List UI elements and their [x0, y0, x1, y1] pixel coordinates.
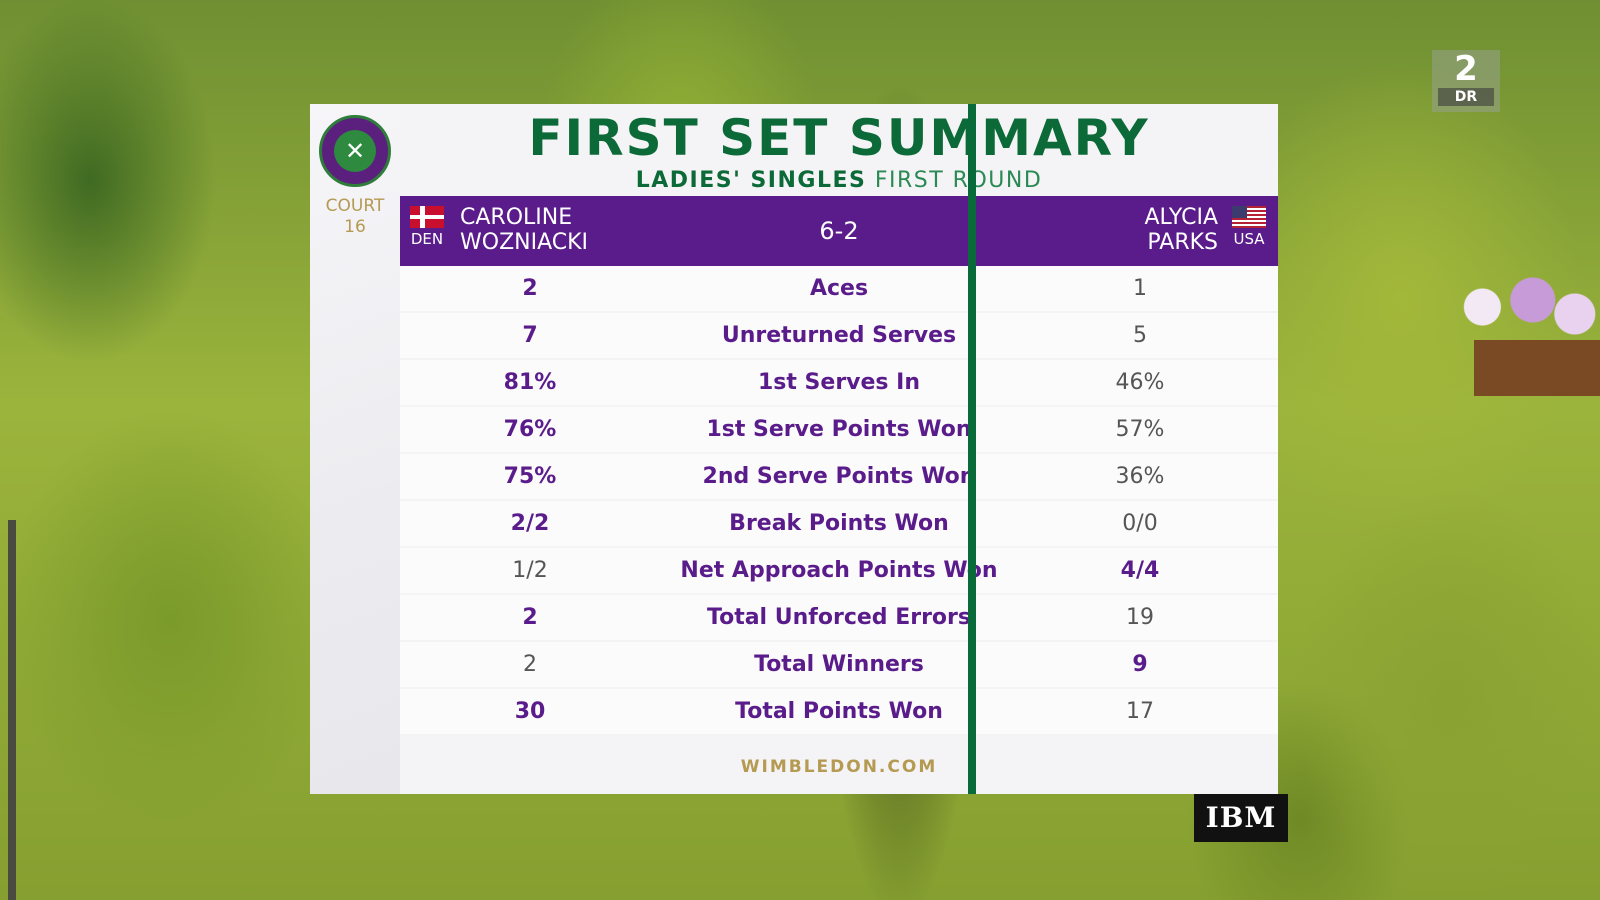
- stat-player1-value: 81%: [503, 370, 557, 395]
- stat-player2-value: 57%: [1115, 417, 1165, 442]
- stat-row: 76% 1st Serve Points Won 57%: [400, 407, 1278, 452]
- denmark-flag-icon: [410, 206, 444, 228]
- stat-row: 81% 1st Serves In 46%: [400, 360, 1278, 405]
- stat-player1-value: 2: [522, 605, 538, 630]
- stat-player1-value: 2: [523, 652, 537, 677]
- player2-country: USA: [1233, 230, 1265, 248]
- player2-name: ALYCIA PARKS: [1144, 205, 1218, 255]
- court-text: COURT: [325, 196, 385, 216]
- stat-label: 2nd Serve Points Won: [702, 464, 976, 489]
- stat-player1-value: 76%: [503, 417, 557, 442]
- player1-last-name: WOZNIACKI: [460, 230, 589, 255]
- subtitle-round: FIRST ROUND: [874, 168, 1043, 193]
- stat-player1-value: 30: [514, 699, 546, 724]
- player2-flag-group: USA: [1232, 206, 1266, 248]
- stat-label: Net Approach Points Won: [680, 558, 998, 583]
- stat-player1-value: 1/2: [512, 558, 548, 583]
- court-number: 16: [344, 217, 366, 237]
- stat-player1-value: 7: [522, 323, 538, 348]
- crossed-rackets-icon: ✕: [344, 137, 366, 165]
- stat-row: 2/2 Break Points Won 0/0: [400, 501, 1278, 546]
- stat-label: Break Points Won: [729, 511, 949, 536]
- stats-panel: ✕ COURT 16 FIRST SET SUMMARY LADIES' SIN…: [310, 104, 1278, 794]
- background-flowers: [1432, 272, 1600, 342]
- stat-player1-value: 2: [522, 276, 538, 301]
- stats-table: 2 Aces 1 7 Unreturned Serves 5 81% 1st S…: [400, 266, 1278, 736]
- panel-left-column: ✕ COURT 16: [310, 104, 400, 794]
- stat-row: 30 Total Points Won 17: [400, 689, 1278, 734]
- stat-row: 2 Aces 1: [400, 266, 1278, 311]
- stat-label: Unreturned Serves: [721, 323, 957, 348]
- player1-name: CAROLINE WOZNIACKI: [460, 205, 588, 255]
- stat-row: 2 Total Unforced Errors 19: [400, 595, 1278, 640]
- stat-row: 2 Total Winners 9: [400, 642, 1278, 687]
- title-block: FIRST SET SUMMARY LADIES' SINGLES FIRST …: [400, 104, 1278, 196]
- stat-player2-value: 1: [1133, 276, 1147, 301]
- channel-number: 2: [1454, 49, 1478, 89]
- usa-flag-icon: [1232, 206, 1266, 228]
- player2-first-name: ALYCIA: [1144, 205, 1218, 230]
- stat-label: 1st Serve Points Won: [706, 417, 972, 442]
- stat-player2-value: 36%: [1115, 464, 1165, 489]
- stat-label: Total Winners: [754, 652, 924, 677]
- stat-label: Total Points Won: [735, 699, 943, 724]
- background-flower-box: [1474, 340, 1600, 396]
- set-score: 6-2: [819, 217, 859, 245]
- players-bar: DEN CAROLINE WOZNIACKI 6-2 ALYCIA PARKS …: [400, 196, 1278, 266]
- stat-player2-value: 4/4: [1120, 558, 1160, 583]
- panel-green-strip: [968, 104, 976, 794]
- player1-first-name: CAROLINE: [460, 205, 573, 230]
- stat-label: Aces: [809, 276, 869, 301]
- logo-emblem: ✕: [334, 130, 376, 172]
- sponsor-logo: IBM: [1194, 794, 1288, 842]
- stat-player2-value: 17: [1126, 699, 1154, 724]
- channel-name: DR: [1438, 88, 1494, 106]
- stat-player2-value: 0/0: [1122, 511, 1158, 536]
- stat-player2-value: 9: [1132, 652, 1148, 677]
- stat-row: 75% 2nd Serve Points Won 36%: [400, 454, 1278, 499]
- footer-website: WIMBLEDON.COM: [740, 757, 938, 777]
- subtitle-event: LADIES' SINGLES: [635, 168, 867, 193]
- stat-player2-value: 19: [1126, 605, 1154, 630]
- stat-label: 1st Serves In: [757, 370, 921, 395]
- background-pole: [8, 520, 16, 900]
- player1-country: DEN: [410, 230, 444, 248]
- player1-flag-group: DEN: [410, 206, 444, 248]
- stat-player2-value: 5: [1133, 323, 1147, 348]
- court-label: COURT 16: [310, 196, 400, 238]
- stat-player2-value: 46%: [1115, 370, 1165, 395]
- subtitle: LADIES' SINGLES FIRST ROUND: [400, 168, 1278, 194]
- wimbledon-logo: ✕: [319, 115, 391, 187]
- stat-row: 7 Unreturned Serves 5: [400, 313, 1278, 358]
- stat-player1-value: 2/2: [510, 511, 550, 536]
- channel-logo: 2 DR: [1432, 50, 1500, 112]
- page-title: FIRST SET SUMMARY: [528, 109, 1150, 167]
- player2-last-name: PARKS: [1147, 230, 1218, 255]
- stat-row: 1/2 Net Approach Points Won 4/4: [400, 548, 1278, 593]
- stat-player1-value: 75%: [503, 464, 557, 489]
- stat-label: Total Unforced Errors: [707, 605, 971, 630]
